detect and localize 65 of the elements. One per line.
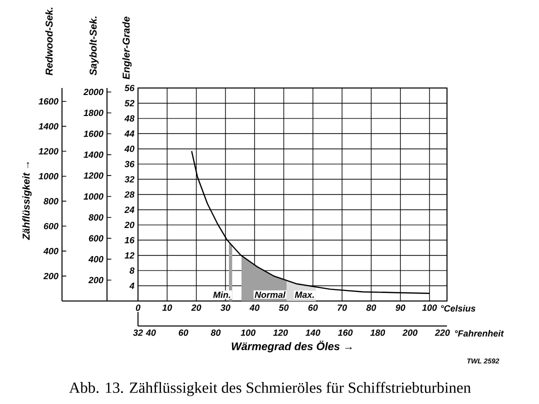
text: Abb. 13. Zähflüssigkeit des Schmieröles für Schiffstriebturbinen [69, 382, 471, 396]
y-tick-label: 52 [124, 100, 134, 106]
text: Zähflüssigkeit → [22, 162, 32, 240]
y3-tick-label: 800 [44, 198, 58, 204]
x2-tick-label: 80 [210, 330, 221, 336]
x-axis-title: Wärmegrad des Öles → [232, 340, 352, 352]
x-tick-label: 40 [249, 304, 260, 311]
x2-tick-label: 160 [338, 330, 353, 336]
x-tick-label: 50 [278, 304, 289, 311]
x-tick-label: 90 [396, 304, 406, 311]
y-tick-label: 48 [124, 115, 134, 122]
y2-tick-label: 2000 [83, 88, 104, 96]
y-tick-label: 28 [124, 191, 134, 198]
y2-tick-label: 1400 [84, 152, 104, 158]
y2-tick-label: 800 [88, 214, 104, 221]
y2-tick-label: 400 [88, 256, 104, 262]
y2-tick-label: 1200 [84, 172, 104, 179]
x2-tick-label: 200 [402, 330, 418, 336]
x2-tick-label: 60 [178, 330, 188, 336]
y2-tick-label: 600 [88, 235, 104, 242]
y-tick-label: 32 [124, 176, 134, 182]
y3-tick-label: 600 [44, 222, 58, 230]
y-tick-label: 44 [124, 130, 134, 137]
x2-tick-label: 180 [370, 330, 386, 336]
x-tick-label: 30 [220, 304, 230, 311]
x2-tick-label: 32 [133, 330, 143, 336]
band-label: Max. [294, 292, 314, 298]
x-tick-label: 60 [308, 304, 318, 311]
y-tick-label: 36 [124, 160, 135, 168]
y-tick-label: 4 [129, 282, 134, 289]
x2-tick-label: 140 [306, 330, 320, 336]
y3-tick-label: 1200 [38, 148, 58, 154]
y2-tick-label: 1000 [84, 193, 104, 200]
x-tick-label: 10 [162, 304, 172, 311]
x2-tick-label: 120 [273, 330, 288, 336]
y-tick-label: 12 [124, 252, 134, 258]
x2-tick-label: 40 [146, 330, 156, 336]
text: °Celsius [441, 305, 476, 312]
y3-tick-label: 200 [43, 272, 58, 280]
y3-tick-label: 1000 [38, 173, 58, 180]
y2-tick-label: 1600 [84, 130, 104, 137]
x2-tick-label: 100 [240, 330, 256, 336]
y2-axis-title: Saybolt-Sek. [89, 16, 99, 76]
y-tick-label: 16 [124, 236, 135, 244]
y3-tick-label: 1600 [38, 98, 58, 105]
band-label: Normal [254, 291, 286, 298]
x-tick-label: 70 [338, 304, 347, 311]
x-tick-label: 0 [136, 304, 140, 311]
y-tick-label: 24 [124, 206, 134, 213]
x2-tick-label: 220 [434, 330, 450, 336]
y-tick-label: 40 [124, 146, 134, 152]
y3-axis-title: Redwood-Sek. [45, 8, 53, 76]
x-tick-label: 100 [422, 304, 437, 311]
x-tick-label: 20 [191, 304, 202, 311]
y-tick-label: 56 [124, 84, 135, 92]
band-label: Min. [213, 291, 230, 298]
y2-tick-label: 200 [88, 276, 104, 284]
y-axis-title: Engler-Grade [122, 16, 132, 80]
x-tick-label: 80 [366, 304, 376, 311]
y-tick-label: 20 [124, 222, 134, 228]
y2-tick-label: 1800 [84, 110, 104, 116]
y-tick-label: 8 [130, 267, 134, 274]
y3-tick-label: 400 [43, 248, 58, 254]
y3-tick-label: 1400 [38, 123, 58, 130]
text: °Fahrenheit [455, 330, 504, 337]
